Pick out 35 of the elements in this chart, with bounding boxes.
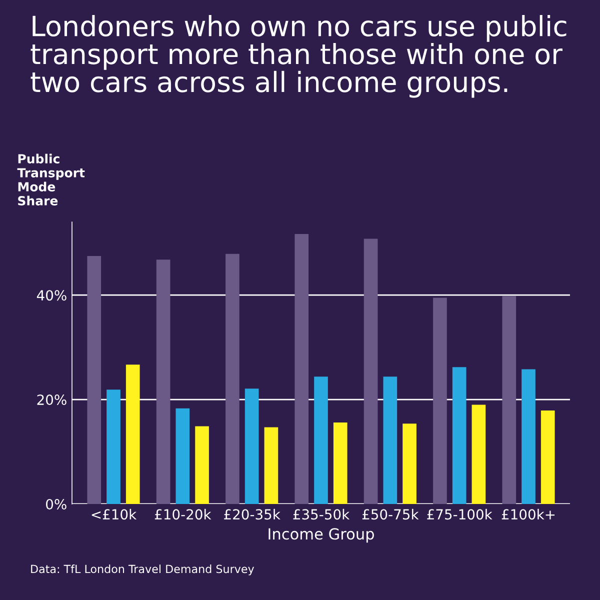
bar <box>540 410 555 504</box>
bar <box>522 369 536 504</box>
bar <box>244 388 259 504</box>
bar <box>294 234 309 504</box>
bar <box>126 364 140 504</box>
bar <box>472 404 486 504</box>
bar <box>433 298 447 504</box>
bar <box>364 238 378 504</box>
x-tick-label: £100k+ <box>502 508 555 520</box>
text: Data: TfL London Travel Demand Survey <box>31 564 254 576</box>
y-tick-label: 0% <box>46 498 66 510</box>
bar <box>226 254 240 504</box>
bar <box>383 376 398 504</box>
bar <box>314 376 328 504</box>
bar <box>176 408 190 504</box>
bar <box>264 427 278 504</box>
x-tick-label: £35-50k <box>293 508 350 520</box>
x-tick-label: £10-20k <box>154 508 212 520</box>
x-tick-label: £50-75k <box>362 508 419 520</box>
x-axis-title: Income Group <box>268 528 374 543</box>
bar <box>502 296 516 504</box>
x-tick-label: £20-35k <box>224 508 280 520</box>
x-tick-label: <£10k <box>92 508 137 520</box>
y-tick-label: 20% <box>37 394 66 406</box>
bar <box>452 367 466 504</box>
bar <box>402 424 416 504</box>
chart-title: Londoners who own no cars use public transport more than those with one or two cars across all income groups. <box>30 15 566 98</box>
y-axis-title: Public Transport Mode Share <box>17 154 85 206</box>
bar <box>195 426 209 504</box>
x-tick-label: £75-100k <box>427 508 492 520</box>
bar <box>106 390 120 504</box>
bar <box>333 422 348 504</box>
bar <box>87 256 102 504</box>
y-tick-label: 40% <box>36 290 66 301</box>
bar <box>156 260 170 504</box>
